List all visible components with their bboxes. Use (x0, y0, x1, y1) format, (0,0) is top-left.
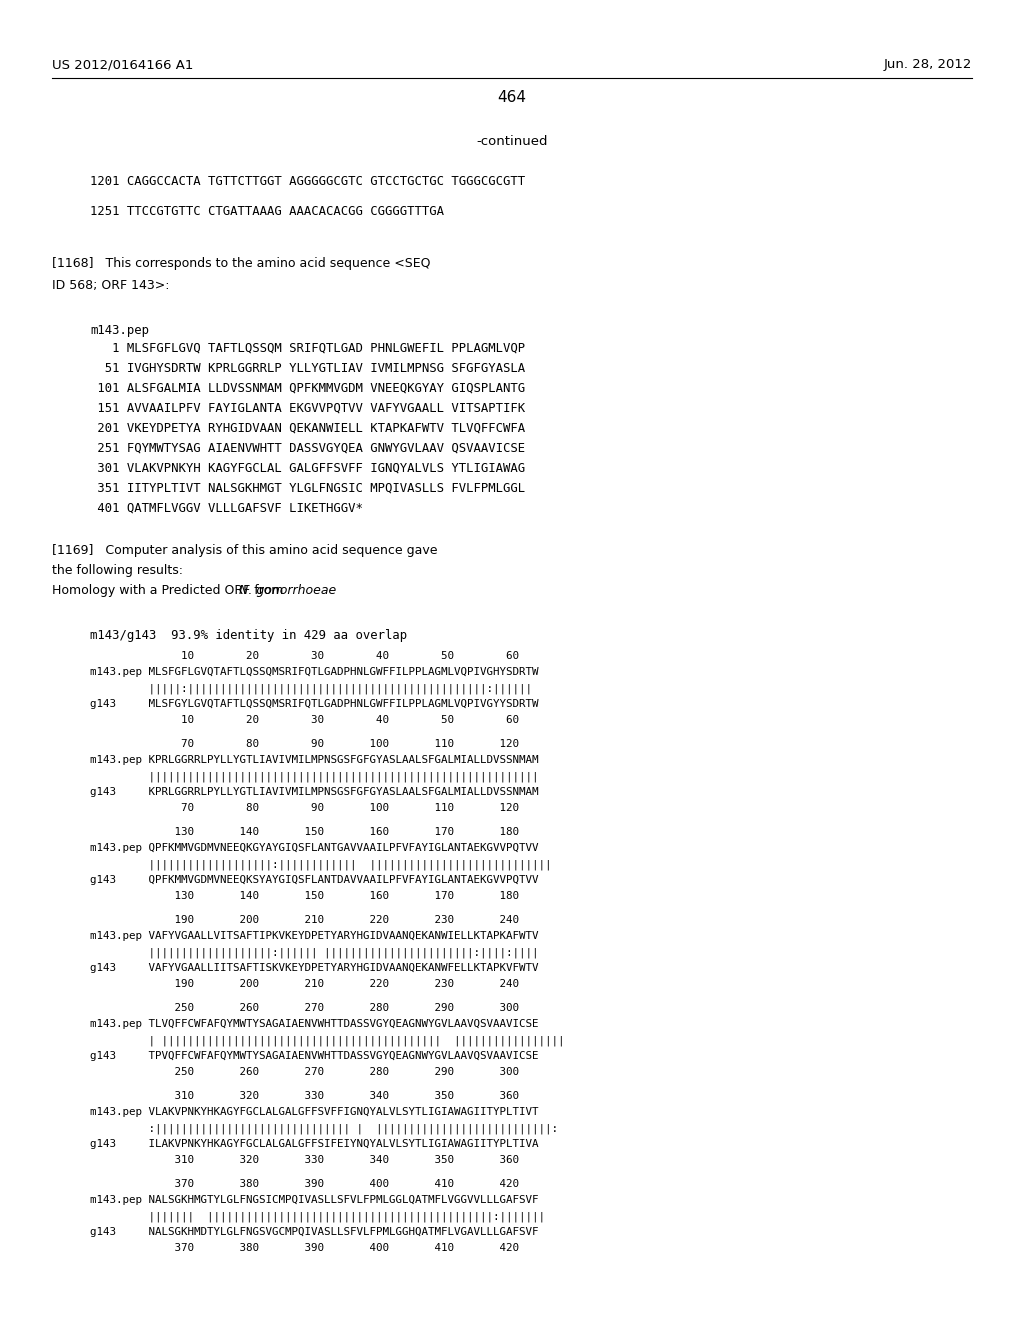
Text: 51 IVGHYSDRTW KPRLGGRRLP YLLYGTLIAV IVMILMPNSG SFGFGYASLA: 51 IVGHYSDRTW KPRLGGRRLP YLLYGTLIAV IVMI… (90, 362, 525, 375)
Text: |||||||  ||||||||||||||||||||||||||||||||||||||||||||:|||||||: ||||||| ||||||||||||||||||||||||||||||||… (90, 1210, 545, 1221)
Text: 1201 CAGGCCACTA TGTTCTTGGT AGGGGGCGTC GTCCTGCTGC TGGGCGCGTT: 1201 CAGGCCACTA TGTTCTTGGT AGGGGGCGTC GT… (90, 176, 525, 187)
Text: m143.pep QPFKMMVGDMVNEEQKGYAYGIQSFLANTGAVVAAILPFVFAYIGLANTAEKGVVPQTVV: m143.pep QPFKMMVGDMVNEEQKGYAYGIQSFLANTGA… (90, 843, 539, 853)
Text: 130       140       150       160       170       180: 130 140 150 160 170 180 (90, 891, 519, 902)
Text: m143/g143  93.9% identity in 429 aa overlap: m143/g143 93.9% identity in 429 aa overl… (90, 630, 408, 642)
Text: 190       200       210       220       230       240: 190 200 210 220 230 240 (90, 979, 519, 989)
Text: 151 AVVAAILPFV FAYIGLANTA EKGVVPQTVV VAFYVGAALL VITSAPTIFK: 151 AVVAAILPFV FAYIGLANTA EKGVVPQTVV VAF… (90, 403, 525, 414)
Text: | |||||||||||||||||||||||||||||||||||||||||||  |||||||||||||||||: | ||||||||||||||||||||||||||||||||||||||… (90, 1035, 564, 1045)
Text: |||||||||||||||||||:|||||| |||||||||||||||||||||||:||||:||||: |||||||||||||||||||:|||||| |||||||||||||… (90, 946, 539, 957)
Text: the following results:: the following results: (52, 564, 183, 577)
Text: g143     KPRLGGRRLPYLLYGTLIAVIVMILMPNSGSFGFGYASLAALSFGALMIALLDVSSNMAM: g143 KPRLGGRRLPYLLYGTLIAVIVMILMPNSGSFGFG… (90, 787, 539, 797)
Text: g143     QPFKMMVGDMVNEEQKSYAYGIQSFLANTDAVVAAILPFVFAYIGLANTAEKGVVPQTVV: g143 QPFKMMVGDMVNEEQKSYAYGIQSFLANTDAVVAA… (90, 875, 539, 884)
Text: |||||||||||||||||||:||||||||||||  ||||||||||||||||||||||||||||: |||||||||||||||||||:|||||||||||| |||||||… (90, 859, 552, 870)
Text: g143     ILAKVPNKYHKAGYFGCLALGALGFFSIFEIYNQYALVLSYTLIGIAWAGIITYPLTIVA: g143 ILAKVPNKYHKAGYFGCLALGALGFFSIFEIYNQY… (90, 1139, 539, 1148)
Text: 1 MLSFGFLGVQ TAFTLQSSQM SRIFQTLGAD PHNLGWEFIL PPLAGMLVQP: 1 MLSFGFLGVQ TAFTLQSSQM SRIFQTLGAD PHNLG… (90, 342, 525, 355)
Text: N. gonorrhoeae: N. gonorrhoeae (240, 583, 337, 597)
Text: 401 QATMFLVGGV VLLLGAFSVF LIKETHGGV*: 401 QATMFLVGGV VLLLGAFSVF LIKETHGGV* (90, 502, 362, 515)
Text: m143.pep NALSGKHMGTYLGLFNGSICMPQIVASLLSFVLFPMLGGLQATMFLVGGVVLLLGAFSVF: m143.pep NALSGKHMGTYLGLFNGSICMPQIVASLLSF… (90, 1195, 539, 1205)
Text: g143     TPVQFFCWFAFQYMWTYSAGAIAENVWHTTDASSVGYQEAGNWYGVLAAVQSVAAVICSE: g143 TPVQFFCWFAFQYMWTYSAGAIAENVWHTTDASSV… (90, 1051, 539, 1061)
Text: 101 ALSFGALMIA LLDVSSNMAM QPFKMMVGDM VNEEQKGYAY GIQSPLANTG: 101 ALSFGALMIA LLDVSSNMAM QPFKMMVGDM VNE… (90, 381, 525, 395)
Text: 1251 TTCCGTGTTC CTGATTAAAG AAACACACGG CGGGGTTTGA: 1251 TTCCGTGTTC CTGATTAAAG AAACACACGG CG… (90, 205, 444, 218)
Text: 370       380       390       400       410       420: 370 380 390 400 410 420 (90, 1179, 519, 1189)
Text: 464: 464 (498, 90, 526, 106)
Text: US 2012/0164166 A1: US 2012/0164166 A1 (52, 58, 194, 71)
Text: m143.pep: m143.pep (90, 323, 150, 337)
Text: |||||:||||||||||||||||||||||||||||||||||||||||||||||:||||||: |||||:||||||||||||||||||||||||||||||||||… (90, 682, 532, 693)
Text: 301 VLAKVPNKYH KAGYFGCLAL GALGFFSVFF IGNQYALVLS YTLIGIAWAG: 301 VLAKVPNKYH KAGYFGCLAL GALGFFSVFF IGN… (90, 462, 525, 475)
Text: m143.pep VLAKVPNKYHKAGYFGCLALGALGFFSVFFIGNQYALVLSYTLIGIAWAGIITYPLTIVT: m143.pep VLAKVPNKYHKAGYFGCLALGALGFFSVFFI… (90, 1107, 539, 1117)
Text: 130       140       150       160       170       180: 130 140 150 160 170 180 (90, 828, 519, 837)
Text: 201 VKEYDPETYA RYHGIDVAAN QEKANWIELL KTAPKAFWTV TLVQFFCWFA: 201 VKEYDPETYA RYHGIDVAAN QEKANWIELL KTA… (90, 422, 525, 436)
Text: :|||||||||||||||||||||||||||||| |  |||||||||||||||||||||||||||:: :|||||||||||||||||||||||||||||| | ||||||… (90, 1123, 558, 1134)
Text: ||||||||||||||||||||||||||||||||||||||||||||||||||||||||||||: ||||||||||||||||||||||||||||||||||||||||… (90, 771, 539, 781)
Text: Jun. 28, 2012: Jun. 28, 2012 (884, 58, 972, 71)
Text: 370       380       390       400       410       420: 370 380 390 400 410 420 (90, 1243, 519, 1253)
Text: ID 568; ORF 143>:: ID 568; ORF 143>: (52, 279, 170, 292)
Text: 351 IITYPLTIVT NALSGKHMGT YLGLFNGSIC MPQIVASLLS FVLFPMLGGL: 351 IITYPLTIVT NALSGKHMGT YLGLFNGSIC MPQ… (90, 482, 525, 495)
Text: 10        20        30        40        50        60: 10 20 30 40 50 60 (90, 651, 519, 661)
Text: m143.pep MLSFGFLGVQTAFTLQSSQMSRIFQTLGADPHNLGWFFILPPLAGMLVQPIVGHYSDRTW: m143.pep MLSFGFLGVQTAFTLQSSQMSRIFQTLGADP… (90, 667, 539, 677)
Text: 310       320       330       340       350       360: 310 320 330 340 350 360 (90, 1155, 519, 1166)
Text: 251 FQYMWTYSAG AIAENVWHTT DASSVGYQEA GNWYGVLAAV QSVAAVICSE: 251 FQYMWTYSAG AIAENVWHTT DASSVGYQEA GNW… (90, 442, 525, 455)
Text: Homology with a Predicted ORF from: Homology with a Predicted ORF from (52, 583, 288, 597)
Text: 70        80        90       100       110       120: 70 80 90 100 110 120 (90, 739, 519, 748)
Text: 250       260       270       280       290       300: 250 260 270 280 290 300 (90, 1003, 519, 1012)
Text: 190       200       210       220       230       240: 190 200 210 220 230 240 (90, 915, 519, 925)
Text: 70        80        90       100       110       120: 70 80 90 100 110 120 (90, 803, 519, 813)
Text: 250       260       270       280       290       300: 250 260 270 280 290 300 (90, 1067, 519, 1077)
Text: g143     VAFYVGAALLIITSAFTISKVKEYDPETYARYHGIDVAANQEKANWFELLKTAPKVFWTV: g143 VAFYVGAALLIITSAFTISKVKEYDPETYARYHGI… (90, 964, 539, 973)
Text: m143.pep TLVQFFCWFAFQYMWTYSAGAIAENVWHTTDASSVGYQEAGNWYGVLAAVQSVAAVICSE: m143.pep TLVQFFCWFAFQYMWTYSAGAIAENVWHTTD… (90, 1019, 539, 1030)
Text: [1169]   Computer analysis of this amino acid sequence gave: [1169] Computer analysis of this amino a… (52, 544, 437, 557)
Text: g143     NALSGKHMDTYLGLFNGSVGCMPQIVASLLSFVLFPMLGGHQATMFLVGAVLLLGAFSVF: g143 NALSGKHMDTYLGLFNGSVGCMPQIVASLLSFVLF… (90, 1228, 539, 1237)
Text: m143.pep VAFYVGAALLVITSAFTIPKVKEYDPETYARYHGIDVAANQEKANWIELLKTAPKAFWTV: m143.pep VAFYVGAALLVITSAFTIPKVKEYDPETYAR… (90, 931, 539, 941)
Text: [1168]   This corresponds to the amino acid sequence <SEQ: [1168] This corresponds to the amino aci… (52, 257, 430, 271)
Text: 310       320       330       340       350       360: 310 320 330 340 350 360 (90, 1092, 519, 1101)
Text: 10        20        30        40        50        60: 10 20 30 40 50 60 (90, 715, 519, 725)
Text: -continued: -continued (476, 135, 548, 148)
Text: m143.pep KPRLGGRRLPYLLYGTLIAVIVMILMPNSGSFGFGYASLAALSFGALMIALLDVSSNMAM: m143.pep KPRLGGRRLPYLLYGTLIAVIVMILMPNSGS… (90, 755, 539, 766)
Text: g143     MLSFGYLGVQTAFTLQSSQMSRIFQTLGADPHNLGWFFILPPLAGMLVQPIVGYYSDRTW: g143 MLSFGYLGVQTAFTLQSSQMSRIFQTLGADPHNLG… (90, 700, 539, 709)
